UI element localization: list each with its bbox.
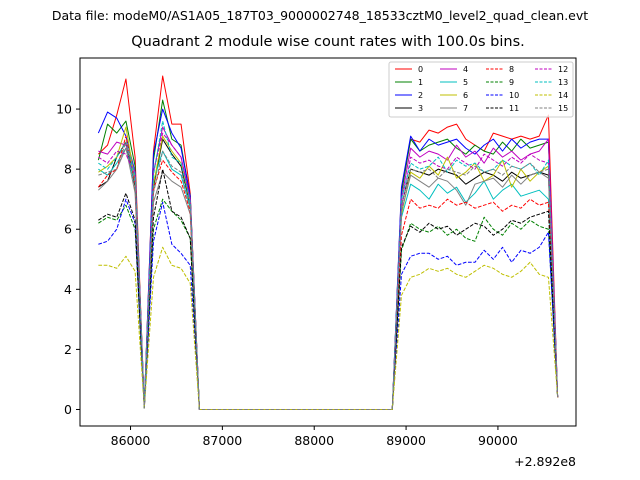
x-tick-label: 86000 (111, 433, 151, 448)
legend-label-7: 7 (463, 104, 468, 113)
legend-label-4: 4 (463, 65, 468, 74)
legend-label-11: 11 (509, 104, 519, 113)
y-tick-label: 10 (56, 102, 72, 117)
x-tick-label: 88000 (294, 433, 334, 448)
legend-label-14: 14 (558, 91, 568, 100)
y-tick-label: 0 (64, 402, 72, 417)
legend-label-8: 8 (509, 65, 514, 74)
y-axis: 0 2 4 6 8 10 (56, 102, 80, 417)
series-line-12 (98, 132, 559, 410)
series-line-15 (98, 141, 559, 410)
series-line-8 (97, 135, 559, 410)
legend-label-0: 0 (418, 65, 423, 74)
series-layer (97, 75, 559, 410)
x-axis: 86000 87000 88000 89000 90000 (111, 426, 518, 448)
y-tick-label: 8 (64, 162, 72, 177)
series-line-11 (98, 168, 559, 410)
x-tick-label: 90000 (478, 433, 518, 448)
x-tick-label: 87000 (202, 433, 242, 448)
y-tick-label: 6 (64, 222, 72, 237)
series-line-7 (98, 147, 559, 410)
legend-label-2: 2 (418, 91, 423, 100)
series-line-5 (98, 147, 559, 410)
series-line-2 (97, 108, 559, 410)
legend-label-10: 10 (509, 91, 519, 100)
plot-area-frame (79, 57, 577, 427)
legend-label-13: 13 (558, 78, 568, 87)
legend-frame (388, 61, 574, 118)
series-line-14 (98, 246, 559, 410)
y-tick-label: 2 (64, 342, 72, 357)
legend-label-3: 3 (418, 104, 423, 113)
legend-label-15: 15 (558, 104, 568, 113)
legend-label-9: 9 (509, 78, 514, 87)
figure-suptitle: Data file: modeM0/AS1A05_187T03_90000027… (51, 8, 589, 23)
legend-label-5: 5 (463, 78, 468, 87)
legend-label-12: 12 (558, 65, 568, 74)
legend-label-6: 6 (463, 91, 468, 100)
x-tick-label: 89000 (386, 433, 426, 448)
series-line-4 (98, 126, 559, 410)
y-tick-label: 4 (64, 282, 72, 297)
series-line-0 (98, 75, 559, 410)
series-line-6 (98, 126, 559, 410)
chart-title: Quadrant 2 module wise count rates with … (131, 34, 525, 50)
legend-label-1: 1 (418, 78, 423, 87)
series-line-13 (98, 120, 559, 410)
x-axis-offset-label: +2.892e8 (514, 454, 576, 469)
